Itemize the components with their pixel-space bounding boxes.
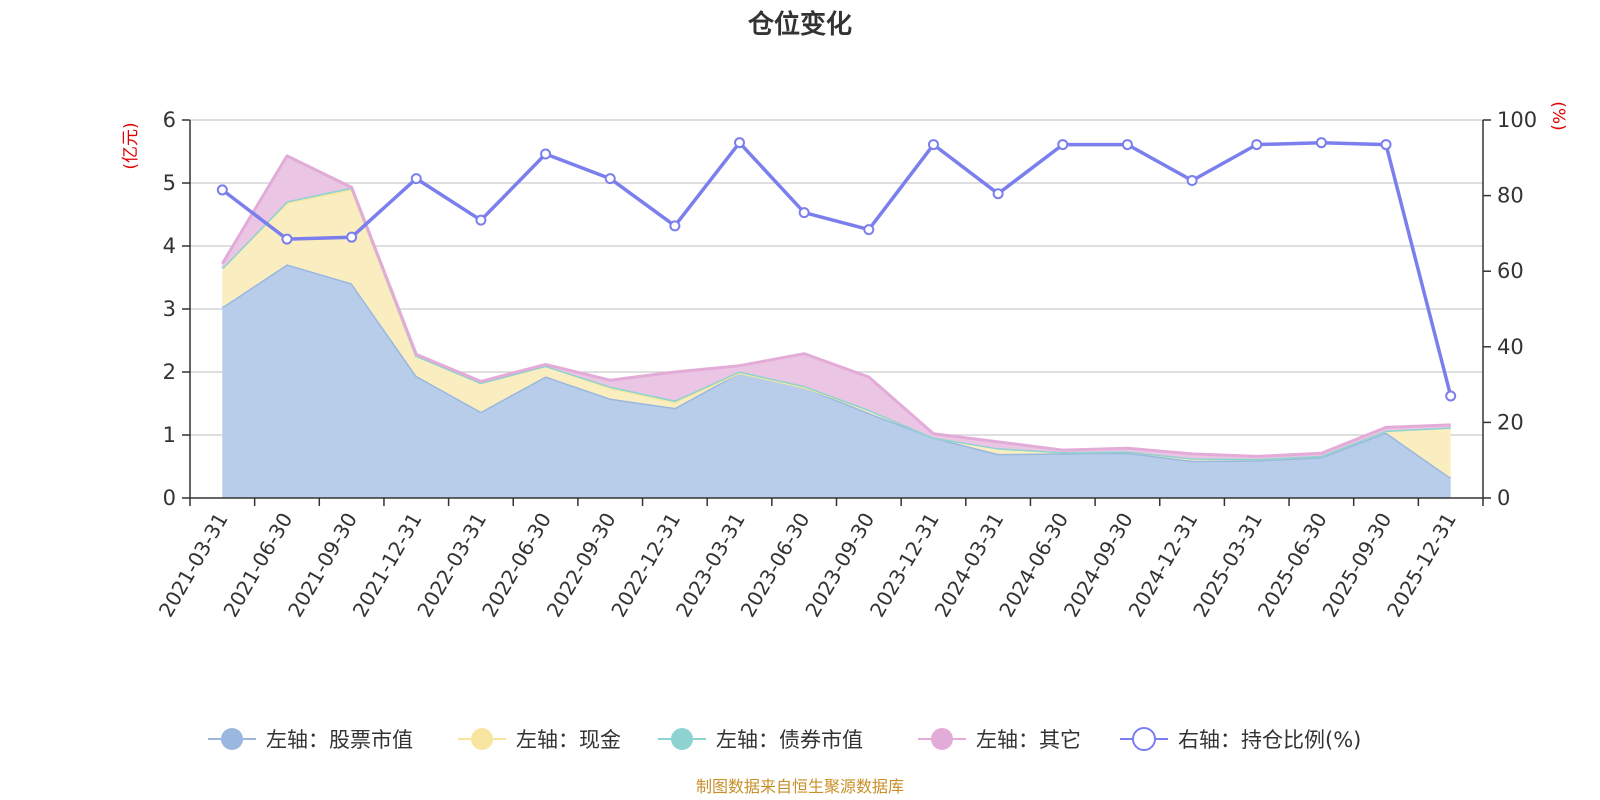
left-tick-label: 2 bbox=[163, 360, 176, 384]
right-tick-label: 0 bbox=[1497, 486, 1510, 510]
right-tick-label: 40 bbox=[1497, 335, 1524, 359]
right-tick-label: 100 bbox=[1497, 108, 1537, 132]
left-tick-label: 3 bbox=[163, 297, 176, 321]
legend-item: 左轴：债券市值 bbox=[658, 728, 863, 752]
source-note: 制图数据来自恒生聚源数据库 bbox=[696, 777, 904, 796]
legend-item: 右轴：持仓比例(%) bbox=[1120, 727, 1361, 752]
ratio-point bbox=[1380, 139, 1392, 151]
legend-item: 左轴：现金 bbox=[458, 728, 621, 752]
right-tick-label: 20 bbox=[1497, 410, 1524, 434]
ratio-point bbox=[734, 137, 746, 149]
ratio-point bbox=[992, 188, 1004, 200]
legend-marker bbox=[931, 728, 953, 750]
right-axis-unit: (%) bbox=[1548, 101, 1568, 130]
ratio-point bbox=[1251, 139, 1263, 151]
x-tick-label: 2025-12-31 bbox=[1382, 509, 1461, 622]
ratio-point bbox=[927, 139, 939, 151]
ratio-point bbox=[1315, 137, 1327, 149]
ratio-point bbox=[863, 224, 875, 236]
position-ratio-line bbox=[216, 137, 1457, 402]
legend-marker bbox=[671, 728, 693, 750]
left-tick-label: 1 bbox=[163, 423, 176, 447]
ratio-point bbox=[798, 207, 810, 219]
right-tick-label: 60 bbox=[1497, 259, 1524, 283]
stacked-areas bbox=[221, 154, 1452, 498]
ratio-point bbox=[410, 173, 422, 185]
ratio-point bbox=[1057, 139, 1069, 151]
ratio-point bbox=[216, 184, 228, 196]
ratio-point bbox=[1445, 390, 1457, 402]
area-edge-左轴：其它 bbox=[221, 154, 1451, 458]
legend-marker bbox=[221, 728, 243, 750]
ratio-point bbox=[604, 173, 616, 185]
left-tick-label: 0 bbox=[163, 486, 176, 510]
left-axis-unit: (亿元) bbox=[121, 122, 141, 169]
ratio-point bbox=[1121, 139, 1133, 151]
left-tick-label: 5 bbox=[163, 171, 176, 195]
area-左轴：其它 bbox=[222, 155, 1451, 459]
legend-label: 左轴：现金 bbox=[516, 728, 621, 752]
chart-title: 仓位变化 bbox=[747, 9, 852, 40]
legend-marker bbox=[1132, 727, 1156, 751]
ratio-point bbox=[475, 214, 487, 226]
legend-label: 左轴：股票市值 bbox=[266, 728, 413, 752]
left-tick-label: 6 bbox=[163, 108, 176, 132]
left-tick-label: 4 bbox=[163, 234, 176, 258]
ratio-point bbox=[669, 220, 681, 232]
ratio-point bbox=[281, 233, 293, 245]
legend-item: 左轴：其它 bbox=[918, 728, 1081, 752]
legend-label: 右轴：持仓比例(%) bbox=[1178, 728, 1361, 752]
legend-label: 左轴：债券市值 bbox=[716, 728, 863, 752]
ratio-point bbox=[1186, 174, 1198, 186]
legend-marker bbox=[471, 728, 493, 750]
area-左轴：现金 bbox=[222, 189, 1451, 478]
legend-item: 左轴：股票市值 bbox=[208, 728, 413, 752]
area-左轴：股票市值 bbox=[222, 264, 1451, 498]
legend-label: 左轴：其它 bbox=[976, 728, 1081, 752]
ratio-point bbox=[540, 148, 552, 160]
legend: 左轴：股票市值 左轴：现金 左轴：债券市值 左轴：其它 右轴：持仓比例(%) bbox=[208, 727, 1361, 752]
right-tick-label: 80 bbox=[1497, 184, 1524, 208]
ratio-point bbox=[346, 231, 358, 243]
ratio-line bbox=[221, 140, 1453, 397]
